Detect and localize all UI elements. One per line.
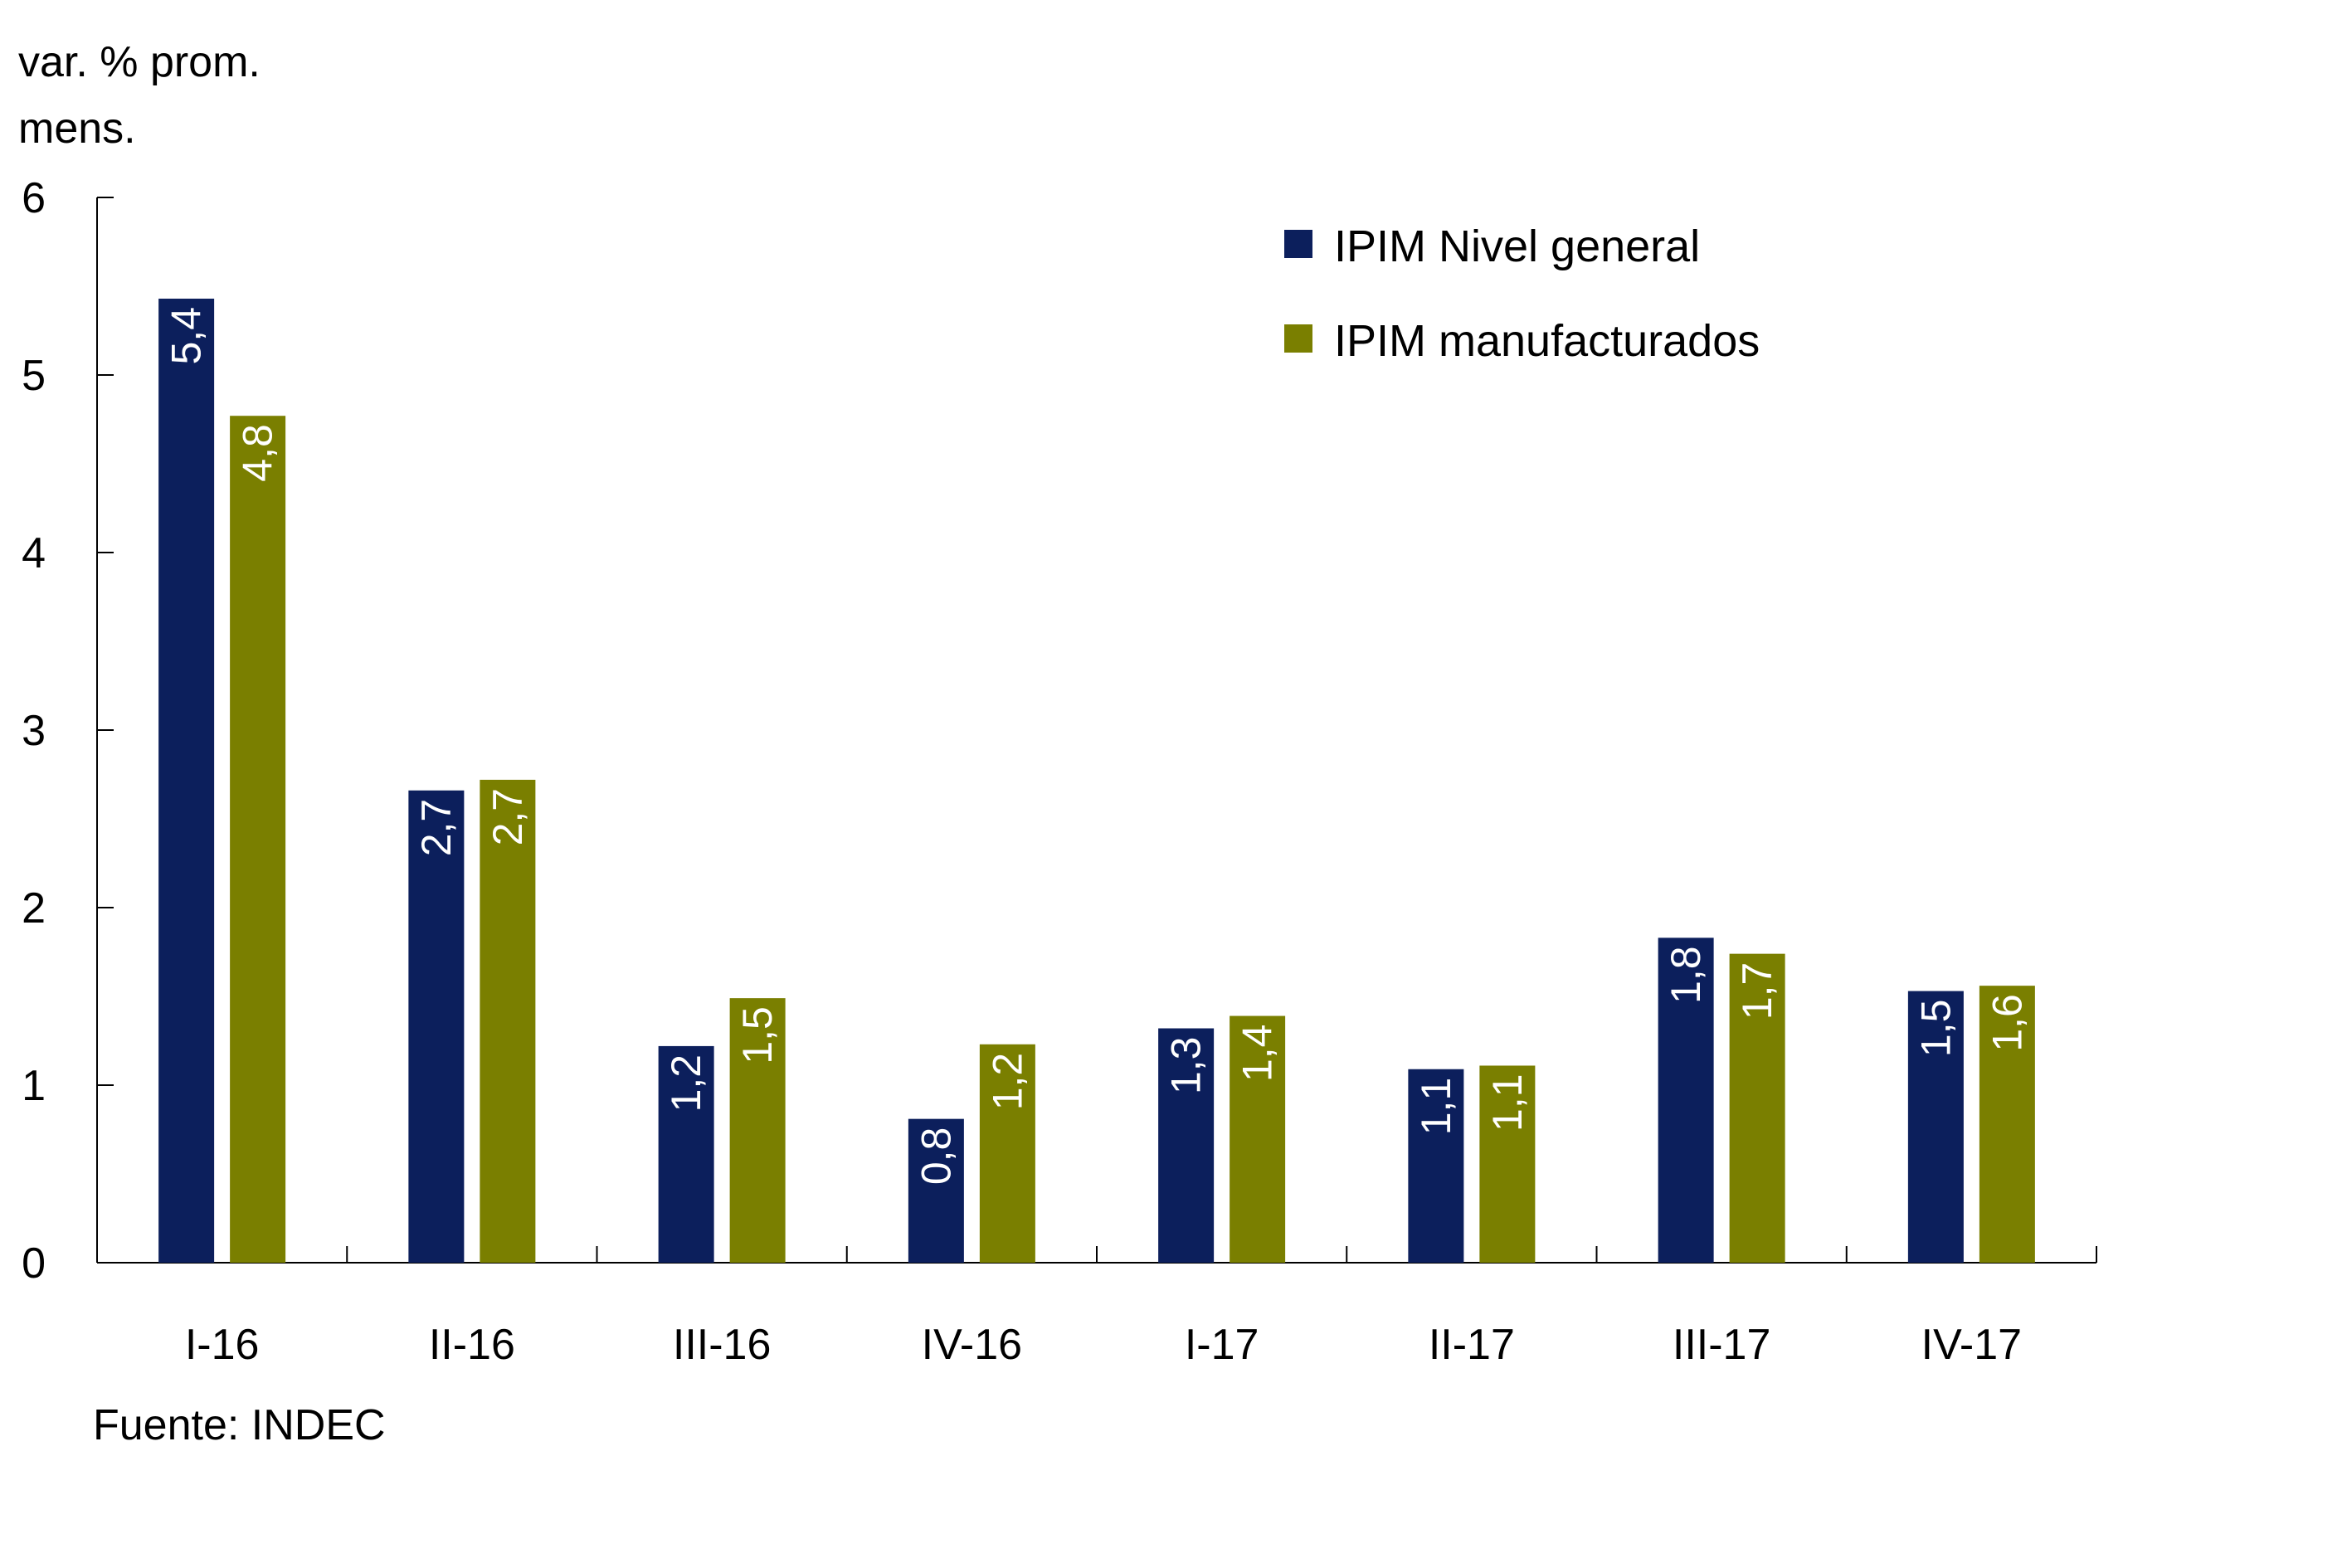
y-tick-label: 3: [22, 707, 46, 755]
bar-value-label: 1,8: [1663, 946, 1709, 1004]
x-category-label: IV-16: [922, 1321, 1022, 1369]
axes: 0 1 2 3 4 5 6 I-16 II-16 III-16 IV-16 I-17 II-17 III-…: [22, 174, 2097, 1369]
bar: [729, 998, 786, 1263]
x-category-label: I-16: [185, 1321, 260, 1369]
bar: [979, 1044, 1035, 1263]
bar: [1479, 1065, 1536, 1263]
legend-label: IPIM manufacturados: [1334, 316, 1760, 366]
bar: [1230, 1015, 1286, 1263]
y-tick-label: 6: [22, 174, 46, 222]
bar: [1979, 986, 2035, 1263]
x-category-label: II-16: [429, 1321, 515, 1369]
bar-value-label: 1,6: [1984, 994, 2030, 1052]
bar: [1408, 1069, 1464, 1263]
legend-label: IPIM Nivel general: [1334, 222, 1700, 271]
legend-swatch: [1284, 324, 1312, 353]
bar-value-label: 1,5: [734, 1006, 781, 1064]
bar: [408, 790, 465, 1263]
bar: [230, 416, 286, 1264]
y-tick-label: 4: [22, 529, 46, 577]
bar-value-label: 1,5: [1912, 1000, 1959, 1058]
y-axis-title-line2: mens.: [18, 105, 136, 153]
y-axis-title-line1: var. % prom.: [18, 38, 261, 86]
bar-value-label: 5,4: [163, 307, 210, 365]
x-category-label: IV-17: [1921, 1321, 2022, 1369]
bar: [1158, 1028, 1215, 1263]
y-tick-label: 2: [22, 884, 46, 933]
y-tick-label: 1: [22, 1062, 46, 1110]
bar-value-label: 1,3: [1163, 1037, 1210, 1095]
bar-value-label: 2,7: [413, 799, 460, 857]
bar-value-label: 1,1: [1484, 1074, 1531, 1132]
x-category-label: II-17: [1429, 1321, 1515, 1369]
bar-value-label: 1,7: [1734, 962, 1780, 1020]
bar: [158, 298, 215, 1264]
bar-value-label: 4,8: [235, 424, 281, 482]
legend-swatch: [1284, 230, 1312, 258]
bars-group: 5,4 2,7 1,2 0,8 1,3 1,1 1,8 1,5 4,8 2,7 1,5 1,2 1,4 1…: [158, 298, 2035, 1264]
x-category-label: I-17: [1185, 1321, 1259, 1369]
bar: [908, 1118, 964, 1263]
bar: [480, 779, 536, 1263]
bar-value-label: 1,1: [1413, 1078, 1459, 1136]
bar: [1729, 953, 1785, 1263]
bar-value-label: 2,7: [485, 788, 531, 846]
y-tick-label: 5: [22, 352, 46, 400]
bar-value-label: 1,2: [663, 1054, 709, 1113]
bar: [658, 1045, 714, 1263]
x-category-label: III-17: [1673, 1321, 1771, 1369]
x-category-label: III-16: [673, 1321, 772, 1369]
y-tick-label: 0: [22, 1239, 46, 1288]
bar-value-label: 0,8: [913, 1127, 959, 1186]
bar: [1658, 937, 1714, 1263]
bar-value-label: 1,2: [984, 1053, 1030, 1111]
bar-value-label: 1,4: [1234, 1025, 1281, 1083]
legend: IPIM Nivel general IPIM manufacturados: [1284, 222, 1760, 366]
bar: [1907, 991, 1964, 1263]
source-note: Fuente: INDEC: [93, 1401, 386, 1449]
